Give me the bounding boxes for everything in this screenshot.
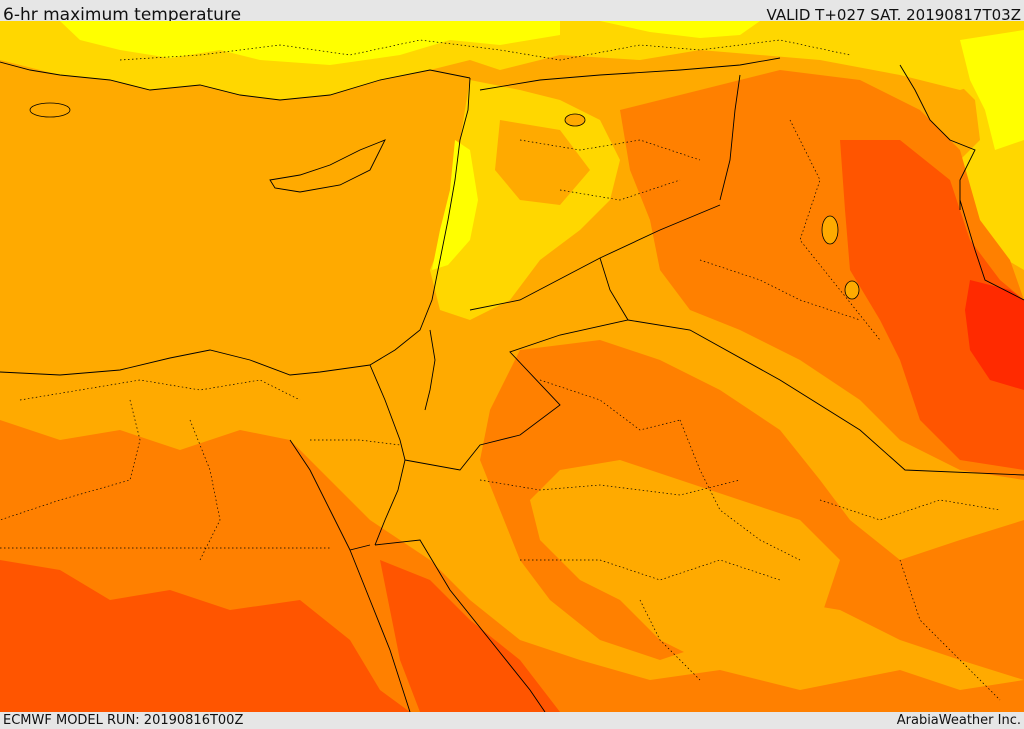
dotted-border-syria-2 — [559, 179, 681, 201]
national-borders — [369, 57, 1024, 476]
coastline-cyprus — [269, 139, 386, 193]
border-jordan-saudi — [404, 257, 629, 471]
lake-iraq-2 — [844, 280, 860, 300]
dotted-border-saudi-6 — [639, 599, 701, 681]
dotted-border-syria — [519, 139, 701, 161]
border-iraq-iran — [899, 64, 976, 210]
temperature-zone-north-bright-east — [600, 21, 760, 38]
border-turkey-syria — [479, 57, 781, 91]
dotted-border-sinai — [310, 439, 401, 446]
coastline-persian-gulf — [959, 199, 1024, 301]
temperature-zone-sudan-red — [380, 560, 560, 712]
dotted-border-saudi-1 — [479, 479, 741, 496]
border-dead-sea — [424, 329, 436, 411]
coastline-levant — [369, 77, 471, 366]
temperature-zone-iraq-red — [965, 280, 1024, 390]
border-iraq-saudi — [627, 319, 1024, 476]
coastline-red-sea-east — [374, 539, 546, 712]
dotted-border-iraq — [789, 119, 881, 341]
temperature-zone-northeast-bright — [960, 30, 1024, 150]
map-svg — [0, 21, 1024, 712]
coastline-egypt-north — [0, 349, 371, 376]
credit-text: ArabiaWeather Inc. — [896, 713, 1021, 728]
model-run-text: ECMWF MODEL RUN: 20190816T00Z — [3, 713, 244, 728]
dotted-border-saudi-4 — [819, 499, 1001, 521]
temperature-zone-levant-orange — [495, 120, 590, 205]
dotted-border-saudi-5 — [899, 559, 1001, 701]
valid-time: VALID T+027 SAT. 20190817T03Z — [766, 6, 1021, 21]
coastline-turkey — [0, 61, 471, 101]
dotted-border-saudi-7 — [539, 379, 681, 431]
temperature-zone-saudi-light — [530, 460, 840, 660]
temperature-zone-levant-yellow — [432, 140, 478, 270]
temperature-zone-iraq-red-orange — [840, 140, 1024, 470]
border-egypt-israel — [369, 364, 406, 461]
coastline-gulf-of-aqaba — [374, 459, 406, 546]
header-bar: 6-hr maximum temperature VALID T+027 SAT… — [0, 0, 1024, 21]
temperature-zone-egypt-orange — [0, 440, 270, 550]
dotted-border-turkey — [119, 39, 851, 61]
temperature-zone-north-bright — [60, 21, 560, 65]
island-crete — [29, 102, 71, 118]
coastline-gulf-of-suez — [289, 439, 371, 551]
internal-borders — [0, 39, 1001, 701]
lake-turkey — [564, 113, 586, 127]
dotted-border-egypt-2 — [0, 399, 141, 521]
temperature-zone-south-red — [0, 560, 410, 712]
coastlines — [0, 61, 1024, 712]
dotted-border-saudi-2 — [520, 559, 781, 581]
coastline-red-sea-west — [349, 549, 411, 712]
dotted-border-egypt — [19, 379, 301, 401]
lake-iraq-1 — [821, 215, 839, 245]
map-title: 6-hr maximum temperature — [3, 5, 242, 21]
temperature-map[interactable] — [0, 21, 1024, 712]
footer-bar: ECMWF MODEL RUN: 20190816T00Z ArabiaWeat… — [0, 712, 1024, 729]
border-syria-iraq — [719, 74, 741, 201]
water-bodies — [29, 102, 860, 300]
